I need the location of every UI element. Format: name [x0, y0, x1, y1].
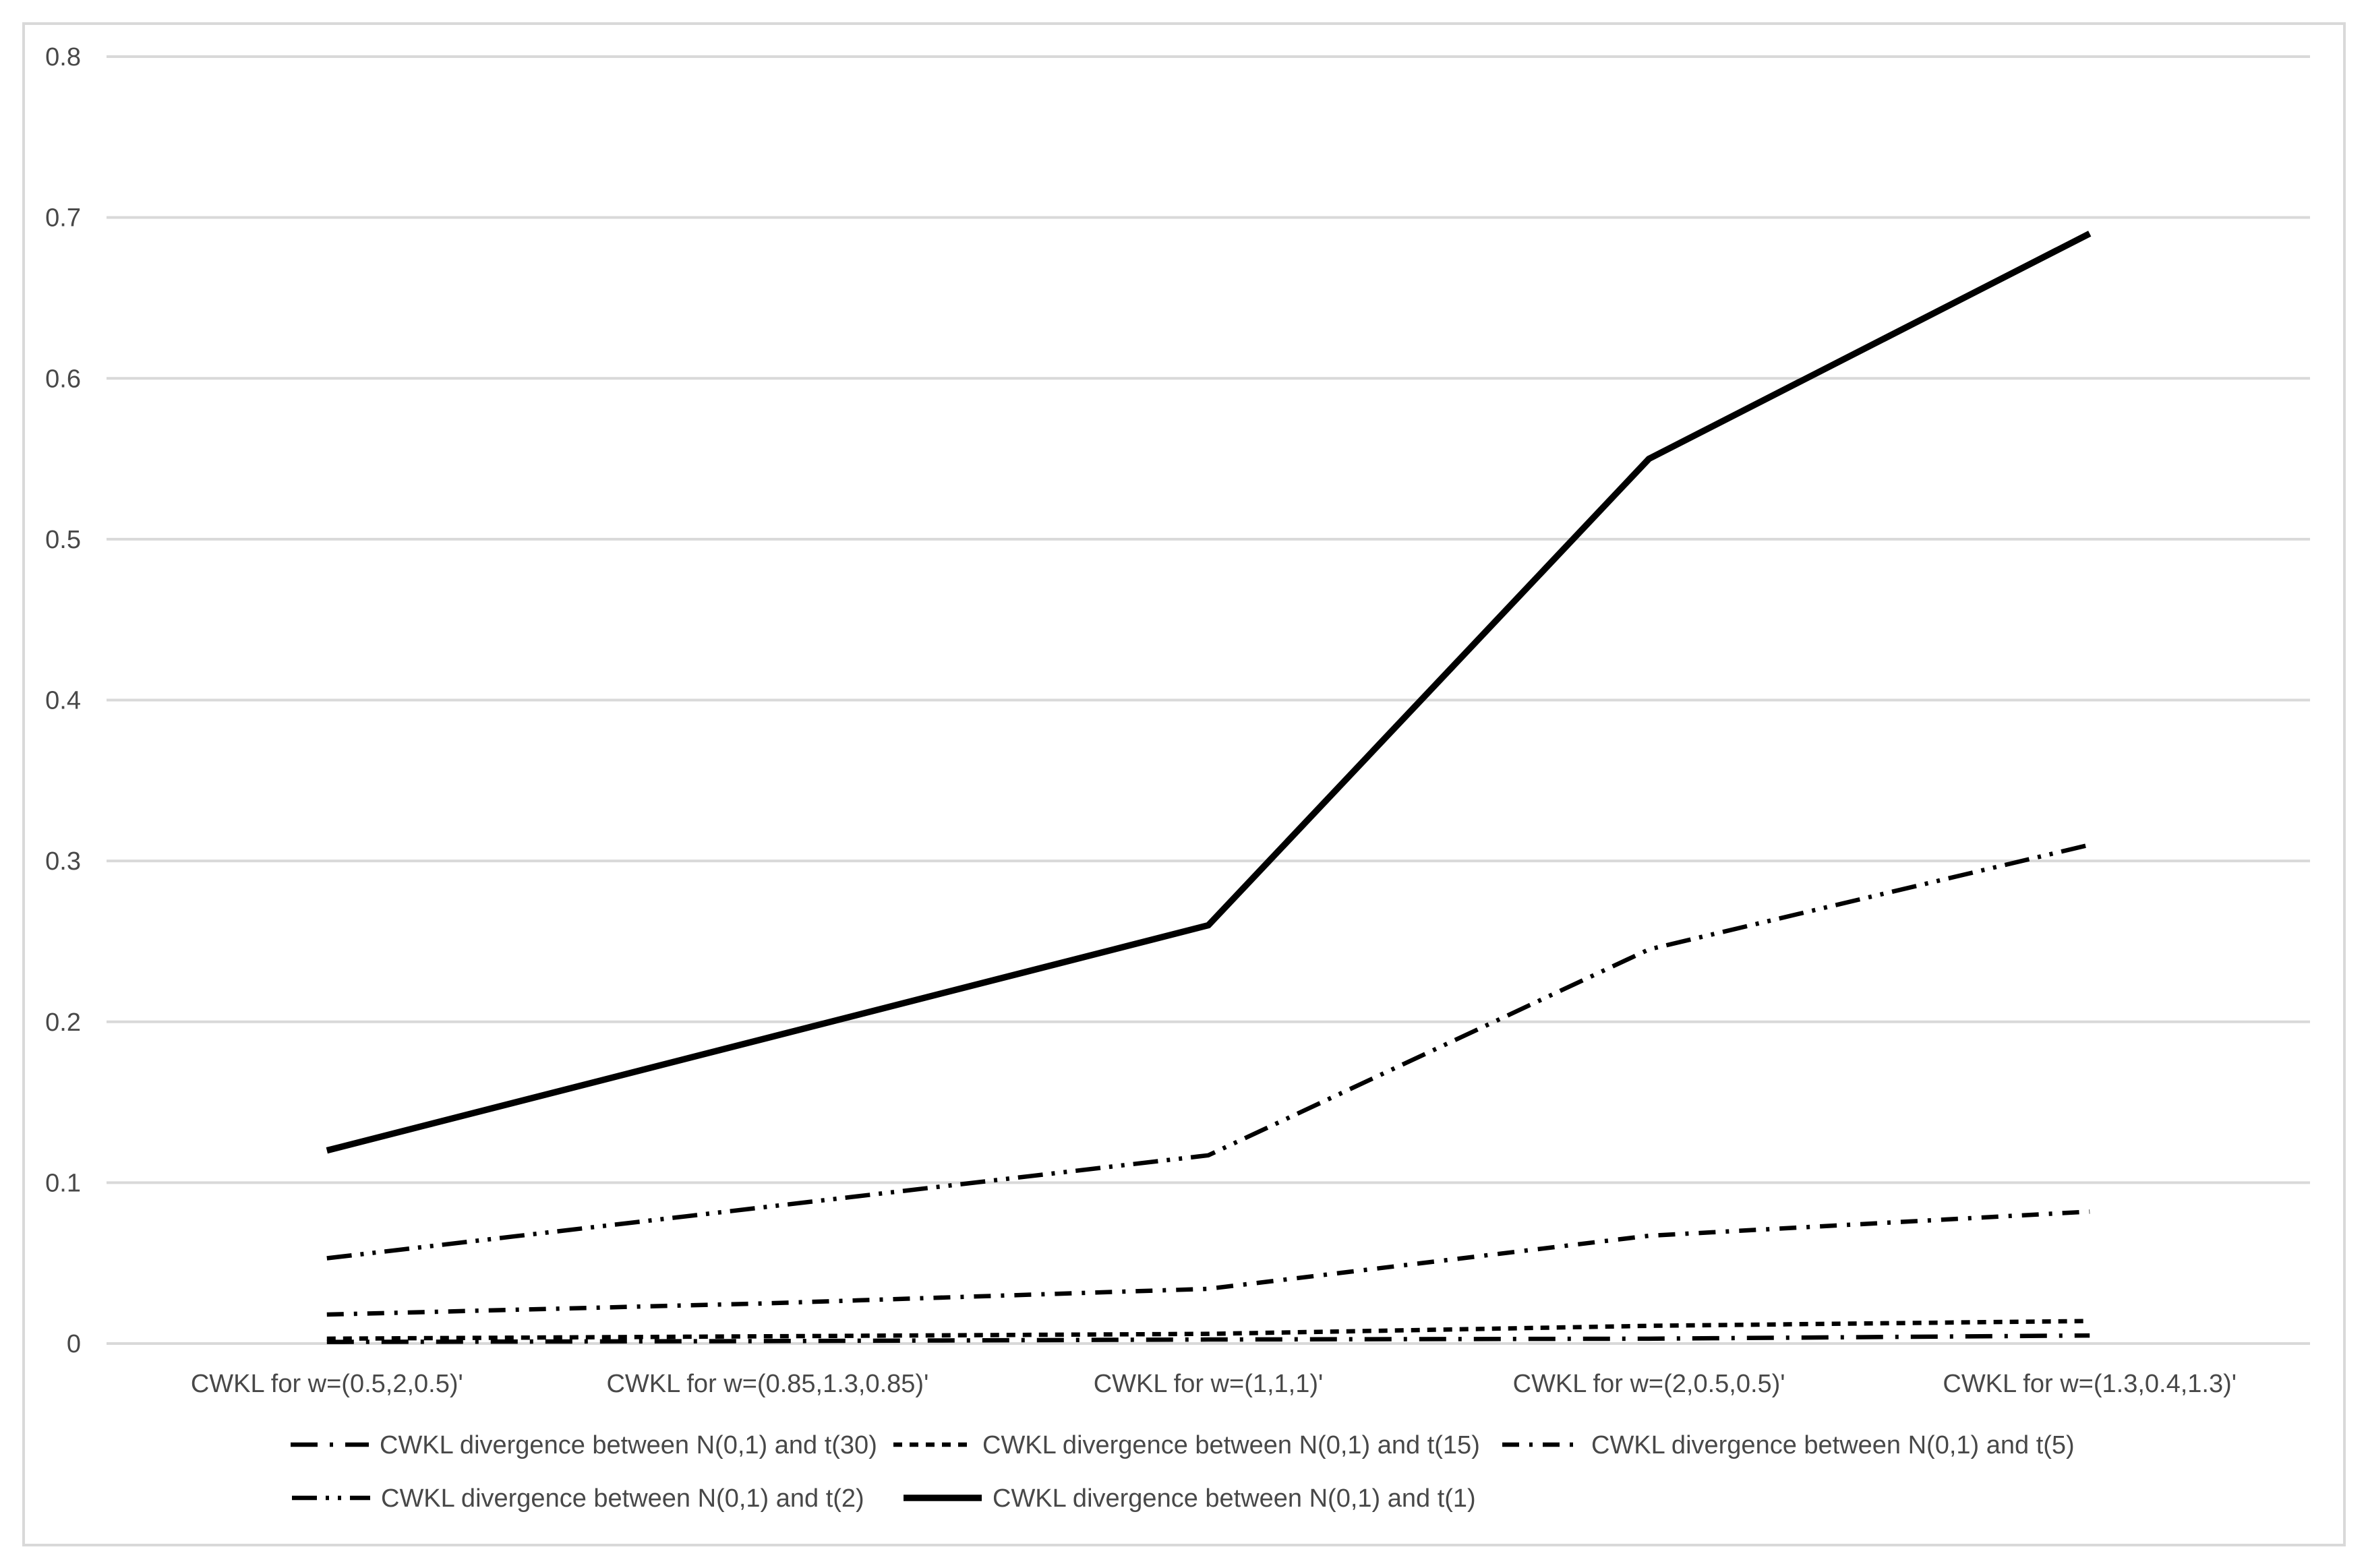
y-axis-tick-label: 0	[67, 1330, 81, 1358]
x-axis-category-label: CWKL for w=(0.85,1.3,0.85)'	[606, 1370, 928, 1398]
legend-item-label-t2: CWKL divergence between N(0,1) and t(2)	[381, 1484, 864, 1513]
series-line-t30	[326, 1333, 2090, 1344]
legend-item-label-t15: CWKL divergence between N(0,1) and t(15)	[982, 1431, 1480, 1459]
legend-item-label-t1: CWKL divergence between N(0,1) and t(1)	[993, 1484, 1476, 1513]
legend-item-label-t30: CWKL divergence between N(0,1) and t(30)	[380, 1431, 877, 1459]
legend-item-label-t5: CWKL divergence between N(0,1) and t(5)	[1591, 1431, 2075, 1459]
y-axis-tick-label: 0.1	[45, 1169, 81, 1197]
y-axis-tick-label: 0.5	[45, 526, 81, 554]
y-axis-tick-label: 0.3	[45, 847, 81, 876]
x-axis-category-label: CWKL for w=(1.3,0.4,1.3)'	[1943, 1370, 2237, 1398]
x-axis-category-label: CWKL for w=(2,0.5,0.5)'	[1513, 1370, 1785, 1398]
series-line-t1	[326, 231, 2092, 1154]
y-axis-tick-label: 0.8	[45, 43, 81, 71]
y-axis-tick-label: 0.4	[45, 687, 81, 715]
y-axis-tick-label: 0.2	[45, 1008, 81, 1037]
series-line-t15	[326, 1319, 2090, 1341]
y-axis-tick-label: 0.6	[45, 365, 81, 393]
series-line-t2	[326, 843, 2090, 1261]
chart-frame-border	[22, 22, 2346, 1546]
x-axis-category-label: CWKL for w=(1,1,1)'	[1094, 1370, 1324, 1398]
x-axis-category-label: CWKL for w=(0.5,2,0.5)'	[191, 1370, 463, 1398]
series-line-t5	[326, 1209, 2090, 1317]
y-axis-tick-label: 0.7	[45, 204, 81, 233]
